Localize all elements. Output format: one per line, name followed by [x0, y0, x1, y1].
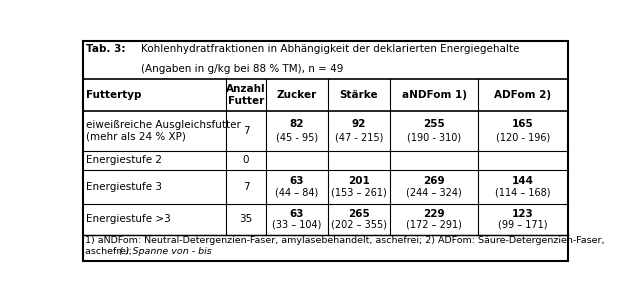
Text: 92: 92 — [352, 119, 366, 129]
Text: 123: 123 — [512, 209, 534, 219]
Text: eiweißreiche Ausgleichsfutter
(mehr als 24 % XP): eiweißreiche Ausgleichsfutter (mehr als … — [86, 120, 241, 142]
Text: (202 – 355): (202 – 355) — [331, 219, 387, 229]
Text: (33 – 104): (33 – 104) — [272, 219, 321, 229]
Text: (44 – 84): (44 – 84) — [275, 188, 319, 198]
Text: 82: 82 — [290, 119, 304, 129]
Text: (244 – 324): (244 – 324) — [406, 188, 462, 198]
Text: (172 – 291): (172 – 291) — [406, 219, 462, 229]
Text: 144: 144 — [512, 176, 534, 186]
Text: ADFom 2): ADFom 2) — [495, 90, 552, 100]
Text: (Angaben in g/kg bei 88 % TM), n = 49: (Angaben in g/kg bei 88 % TM), n = 49 — [142, 64, 344, 74]
Text: ( ) Spanne von - bis: ( ) Spanne von - bis — [119, 247, 211, 256]
Text: Kohlenhydratfraktionen in Abhängigkeit der deklarierten Energiegehalte: Kohlenhydratfraktionen in Abhängigkeit d… — [142, 44, 520, 54]
Text: aschefrei;: aschefrei; — [85, 247, 135, 256]
Text: Tab. 3:: Tab. 3: — [86, 44, 126, 54]
Text: 0: 0 — [243, 156, 250, 166]
Text: 229: 229 — [424, 209, 445, 219]
Text: 201: 201 — [348, 176, 370, 186]
Text: (190 - 310): (190 - 310) — [407, 133, 461, 143]
Text: (153 – 261): (153 – 261) — [331, 188, 387, 198]
Text: Zucker: Zucker — [277, 90, 317, 100]
Text: (99 – 171): (99 – 171) — [498, 219, 548, 229]
Text: Futtertyp: Futtertyp — [86, 90, 142, 100]
Text: 1) aNDFom: Neutral-Detergenzien-Faser, amylasebehandelt, aschefrei; 2) ADFom: Sä: 1) aNDFom: Neutral-Detergenzien-Faser, a… — [85, 236, 605, 245]
Text: (114 – 168): (114 – 168) — [495, 188, 551, 198]
Text: 165: 165 — [512, 119, 534, 129]
Text: (47 - 215): (47 - 215) — [335, 133, 383, 143]
Text: Stärke: Stärke — [340, 90, 378, 100]
Text: 63: 63 — [290, 176, 304, 186]
Text: 7: 7 — [243, 126, 250, 136]
Text: 63: 63 — [290, 209, 304, 219]
Text: (45 - 95): (45 - 95) — [276, 133, 318, 143]
Text: 255: 255 — [424, 119, 445, 129]
Text: Energiestufe >3: Energiestufe >3 — [86, 214, 171, 224]
Text: 265: 265 — [348, 209, 370, 219]
Text: Energiestufe 2: Energiestufe 2 — [86, 156, 163, 166]
Text: 269: 269 — [424, 176, 445, 186]
Text: (120 - 196): (120 - 196) — [496, 133, 550, 143]
Text: aNDFom 1): aNDFom 1) — [402, 90, 467, 100]
Text: 35: 35 — [239, 214, 253, 224]
Text: 7: 7 — [243, 182, 250, 192]
Text: Anzahl
Futter: Anzahl Futter — [226, 84, 266, 106]
Text: Energiestufe 3: Energiestufe 3 — [86, 182, 163, 192]
